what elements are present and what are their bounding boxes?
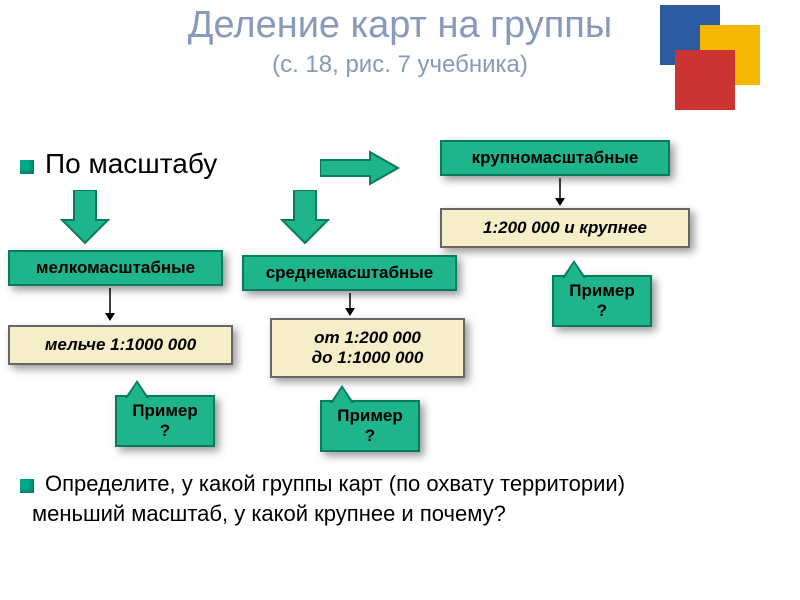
callout-example-large: Пример ? [552,275,652,327]
box-medium-range: от 1:200 000 до 1:1000 000 [270,318,465,378]
example-label: Пример [569,281,634,300]
box-medium-scale: среднемасштабные [242,255,457,291]
callout-example-small: Пример ? [115,395,215,447]
example-label: Пример [337,406,402,425]
box-small-range: мельче 1:1000 000 [8,325,233,365]
example-q: ? [597,301,607,320]
callout-example-medium: Пример ? [320,400,420,452]
example-q: ? [160,421,170,440]
arrow-down-icon [280,190,330,245]
example-label: Пример [132,401,197,420]
square-red [675,50,735,110]
decoration-squares [660,5,770,115]
example-q: ? [365,426,375,445]
thin-arrow-icon [340,293,360,318]
question-l2: меньший масштаб, у какой крупнее и почем… [32,500,506,529]
medium-range-l1: от 1:200 000 [314,328,421,347]
bullet-icon [20,479,34,493]
thin-arrow-icon [550,178,570,208]
arrow-down-icon [60,190,110,245]
question-l1: Определите, у какой группы карт (по охва… [45,470,625,499]
thin-arrow-icon [100,288,120,323]
medium-range-l2: до 1:1000 000 [312,348,424,367]
arrow-right-icon [320,150,400,190]
scale-heading: По масштабу [45,148,217,180]
bullet-icon [20,160,34,174]
box-small-scale: мелкомасштабные [8,250,223,286]
box-large-range: 1:200 000 и крупнее [440,208,690,248]
box-large-scale: крупномасштабные [440,140,670,176]
